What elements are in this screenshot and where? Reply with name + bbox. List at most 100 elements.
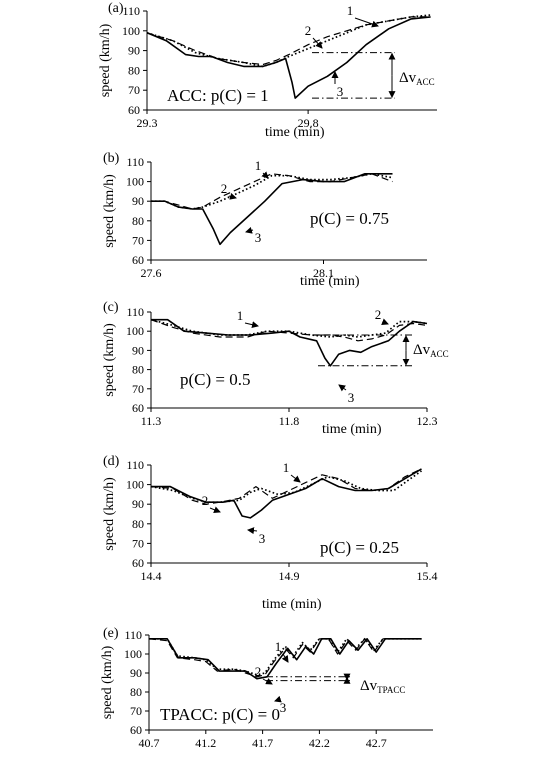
penetration-annotation: p(C) = 0.75 xyxy=(310,209,389,228)
curve-label-1: 1 xyxy=(275,639,282,654)
y-tick-label: 80 xyxy=(132,517,144,531)
curve-label-arrow xyxy=(262,678,273,685)
curve-label-arrow xyxy=(209,506,221,514)
y-tick-label: 110 xyxy=(126,458,144,472)
curve-label-2: 2 xyxy=(375,307,382,322)
y-tick-label: 60 xyxy=(130,723,142,737)
y-tick-label: 70 xyxy=(130,704,142,718)
series-line-2 xyxy=(146,14,431,68)
y-tick-label: 80 xyxy=(130,685,142,699)
chart-panel-a: 60 70 80 90 100 110 29.3 29.8 speed (km/h) time (… xyxy=(98,1,437,140)
panel-label: (a) xyxy=(108,1,124,16)
curve-label-arrow xyxy=(381,318,389,326)
x-axis-label: time (min) xyxy=(265,125,325,140)
y-tick-label: 110 xyxy=(126,305,144,319)
curve-label-2: 2 xyxy=(305,23,312,38)
x-tick-label: 40.7 xyxy=(139,736,160,750)
curve-label-arrow xyxy=(281,653,289,663)
curve-label-arrow xyxy=(261,171,269,179)
delta-v-label: ΔvACC xyxy=(399,70,435,87)
y-tick-label: 90 xyxy=(132,497,144,511)
delta-v-subscript: TPACC xyxy=(377,685,405,695)
x-tick-label: 14.9 xyxy=(279,569,300,583)
y-tick-label: 110 xyxy=(124,628,142,642)
chart-panel-e: 60 70 80 90 100 110 40.7 41.2 41.7 42.2 42.7 speed … xyxy=(100,626,433,750)
y-tick-label: 70 xyxy=(132,382,144,396)
chart-panel-c: 60 70 80 90 100 110 11.3 11.8 12.3 speed (km/h) ti… xyxy=(102,300,449,437)
y-tick-label: 110 xyxy=(126,155,144,169)
y-tick-label: 70 xyxy=(128,83,140,97)
x-axis-label: time (min) xyxy=(300,274,360,289)
y-tick-label: 70 xyxy=(132,536,144,550)
x-tick-label: 29.3 xyxy=(137,116,158,130)
series-line-2 xyxy=(151,172,393,210)
y-tick-label: 80 xyxy=(128,63,140,77)
curve-label-2: 2 xyxy=(202,493,209,508)
delta-v-label: ΔvTPACC xyxy=(360,678,405,695)
y-axis-label: speed (km/h) xyxy=(98,23,113,97)
curve-label-3: 3 xyxy=(255,230,262,245)
panel-label: (c) xyxy=(103,300,119,315)
x-tick-label: 14.4 xyxy=(141,569,162,583)
series-line-1 xyxy=(151,173,393,210)
curve-label-1: 1 xyxy=(283,460,290,475)
x-tick-label: 11.8 xyxy=(279,414,300,428)
y-tick-label: 110 xyxy=(122,4,140,18)
penetration-annotation: TPACC: p(C) = 0 xyxy=(160,705,280,724)
series-line-1 xyxy=(148,638,422,678)
chart-panel-b: 60 70 80 90 100 110 27.6 28.1 speed (km/h) time (… xyxy=(102,151,427,289)
x-tick-label: 12.3 xyxy=(417,414,438,428)
y-tick-label: 100 xyxy=(126,478,144,492)
series-line-3 xyxy=(149,637,422,680)
panel-label: (d) xyxy=(103,454,120,469)
y-tick-label: 60 xyxy=(132,556,144,570)
y-tick-label: 60 xyxy=(132,401,144,415)
y-tick-label: 90 xyxy=(132,194,144,208)
x-tick-label: 42.7 xyxy=(366,736,387,750)
penetration-annotation: p(C) = 0.25 xyxy=(320,538,399,557)
series-line-3 xyxy=(151,173,393,246)
x-tick-label: 41.2 xyxy=(195,736,216,750)
curve-label-2: 2 xyxy=(255,664,262,679)
x-tick-label: 11.3 xyxy=(141,414,162,428)
x-tick-label: 42.2 xyxy=(309,736,330,750)
series-line-1 xyxy=(150,319,428,342)
y-tick-label: 100 xyxy=(126,324,144,338)
y-axis-label: speed (km/h) xyxy=(102,477,117,551)
series-line-3 xyxy=(151,468,422,519)
penetration-annotation: p(C) = 0.5 xyxy=(180,370,251,389)
curve-label-arrow xyxy=(290,474,301,483)
curve-label-1: 1 xyxy=(347,3,354,18)
curve-label-arrow xyxy=(228,192,237,200)
curve-label-arrow xyxy=(245,226,254,234)
panel-label: (b) xyxy=(103,151,120,166)
x-tick-label: 27.6 xyxy=(141,266,162,280)
series-line-3 xyxy=(146,16,431,99)
curve-label-arrow xyxy=(274,695,282,703)
y-tick-label: 100 xyxy=(126,175,144,189)
y-tick-label: 100 xyxy=(122,24,140,38)
penetration-annotation: ACC: p(C) = 1 xyxy=(167,86,269,105)
y-tick-label: 80 xyxy=(132,214,144,228)
curve-label-arrow xyxy=(354,17,379,28)
curve-label-3: 3 xyxy=(280,700,287,715)
x-tick-label: 29.8 xyxy=(298,116,319,130)
y-axis-label: speed (km/h) xyxy=(102,174,117,248)
y-tick-label: 70 xyxy=(132,233,144,247)
y-axis-label: speed (km/h) xyxy=(102,323,117,397)
x-tick-label: 28.1 xyxy=(313,266,334,280)
y-tick-label: 60 xyxy=(128,103,140,117)
curve-label-arrow xyxy=(338,384,347,392)
curve-label-2: 2 xyxy=(221,181,228,196)
y-tick-label: 90 xyxy=(132,343,144,357)
delta-v-subscript: ACC xyxy=(430,349,449,359)
x-tick-label: 15.4 xyxy=(417,569,438,583)
x-axis-label: time (min) xyxy=(262,597,322,612)
curve-label-3: 3 xyxy=(348,390,355,405)
y-tick-label: 90 xyxy=(128,44,140,58)
curve-label-3: 3 xyxy=(337,84,344,99)
curve-label-arrow xyxy=(247,527,258,535)
y-tick-label: 90 xyxy=(130,666,142,680)
curve-label-arrow xyxy=(244,321,259,329)
y-axis-label: speed (km/h) xyxy=(100,645,115,719)
